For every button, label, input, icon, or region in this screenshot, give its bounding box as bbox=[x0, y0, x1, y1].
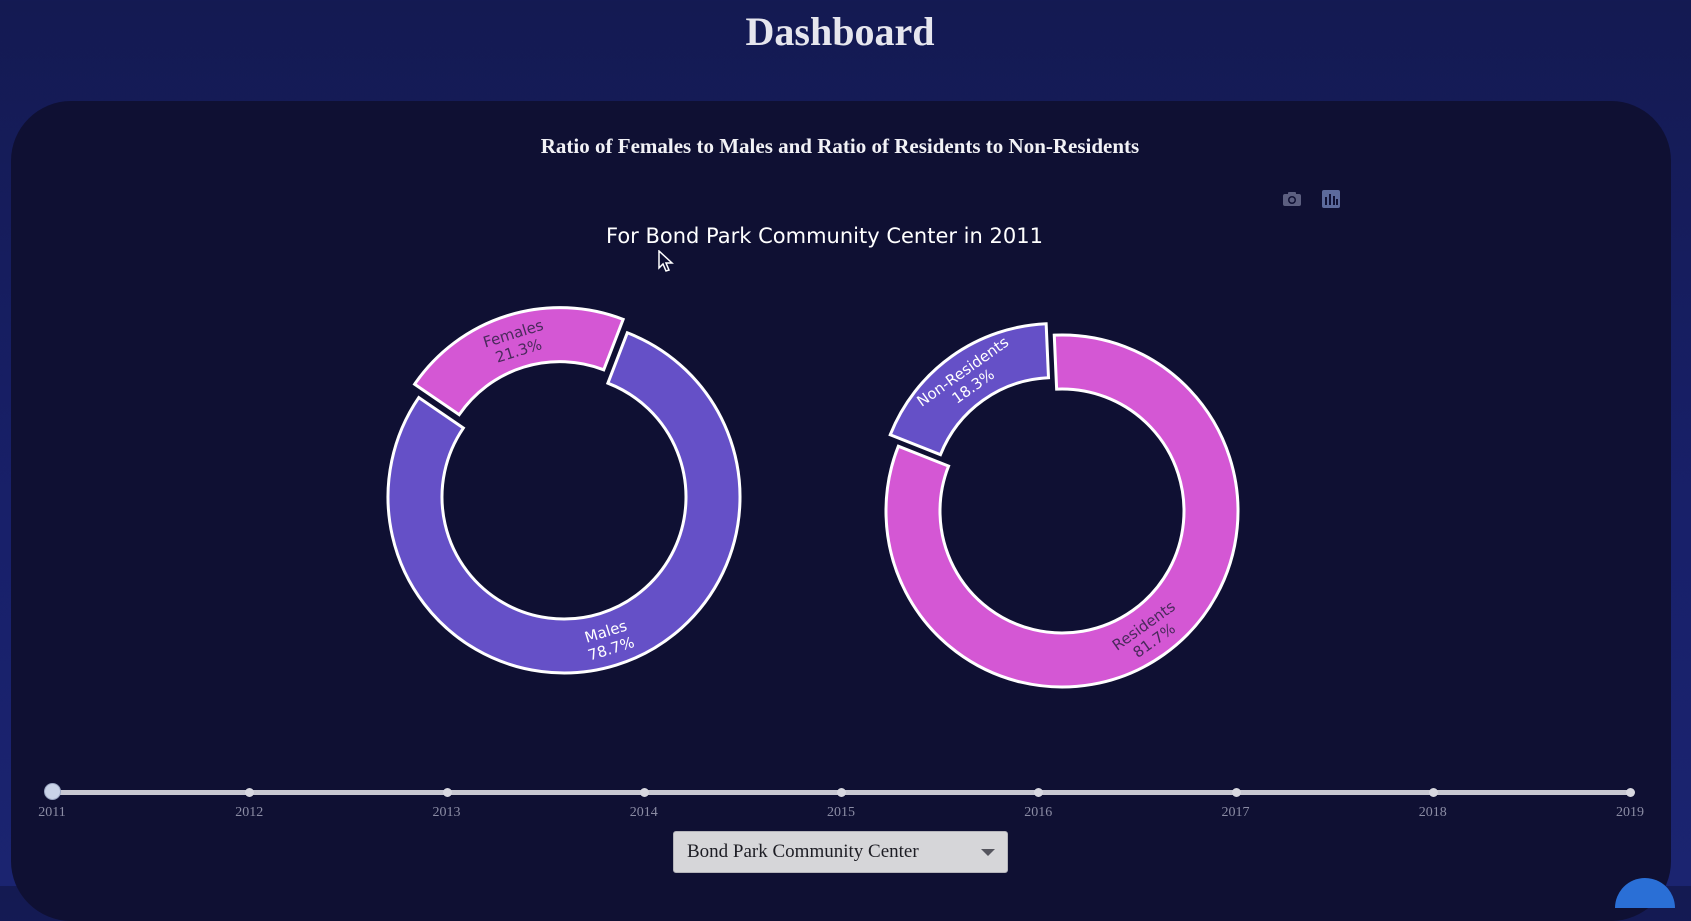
slider-tick-2017[interactable] bbox=[1231, 788, 1241, 797]
donut-charts: Females21.3%Males78.7%Non-Residents18.3%… bbox=[386, 306, 1240, 689]
slider-handle[interactable] bbox=[44, 783, 61, 800]
donut-slice-non-residents[interactable] bbox=[888, 322, 1051, 457]
donut-slice-residents[interactable] bbox=[884, 333, 1240, 689]
donut-slice-females[interactable] bbox=[412, 306, 626, 417]
donut-slice-males[interactable] bbox=[386, 330, 742, 675]
chevron-down-icon[interactable] bbox=[981, 849, 995, 856]
slider-tick-2014[interactable] bbox=[639, 788, 649, 797]
slider-tick-2015[interactable] bbox=[837, 788, 846, 797]
slider-tick-2018[interactable] bbox=[1428, 788, 1438, 797]
dropdown-value: Bond Park Community Center bbox=[687, 841, 919, 862]
chart-title: Ratio of Females to Males and Ratio of R… bbox=[540, 134, 1140, 158]
camera-icon[interactable] bbox=[1281, 188, 1303, 210]
chart-subtitle: For Bond Park Community Center in 2011 bbox=[606, 224, 1043, 248]
slider-tick-2012[interactable] bbox=[245, 788, 255, 797]
mouse-cursor-icon bbox=[658, 249, 674, 279]
bar-chart-icon[interactable] bbox=[1320, 188, 1342, 210]
slider-tick-2013[interactable] bbox=[442, 788, 452, 797]
chart-card bbox=[11, 101, 1671, 921]
slider-tick-2019[interactable] bbox=[1626, 788, 1635, 797]
page-title: Dashboard bbox=[745, 9, 935, 54]
slider-tick-2016[interactable] bbox=[1034, 788, 1044, 797]
center-dropdown[interactable]: Bond Park Community Center bbox=[673, 831, 1008, 873]
